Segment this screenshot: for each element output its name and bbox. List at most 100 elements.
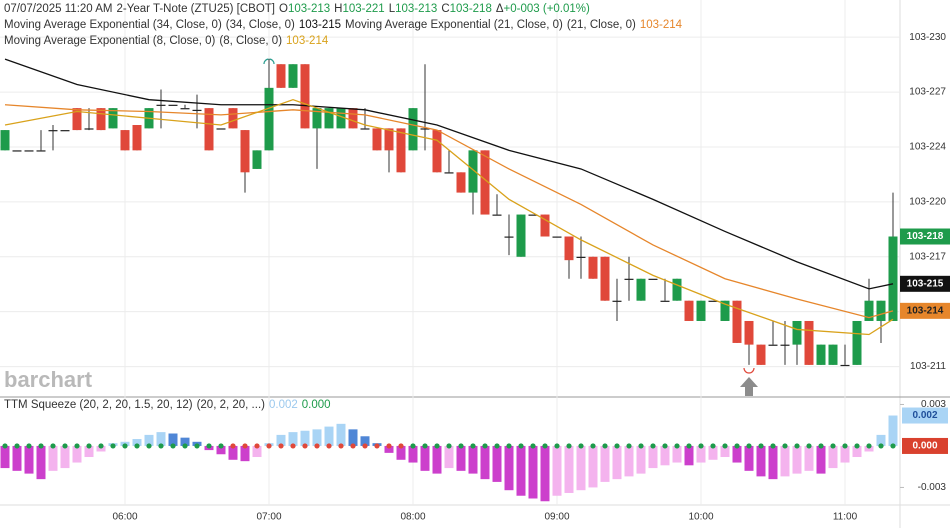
squeeze-dot bbox=[158, 443, 164, 449]
candle-body bbox=[60, 130, 70, 132]
y-tick-label: 103-220 bbox=[909, 197, 946, 208]
candle-body bbox=[324, 108, 334, 129]
indicator-label-box bbox=[902, 407, 948, 424]
ohlc-key: O bbox=[279, 3, 288, 15]
ma-line bbox=[4, 98, 894, 336]
candle-body bbox=[348, 108, 358, 129]
squeeze-dot bbox=[626, 443, 632, 449]
ohlc-key: C bbox=[441, 3, 450, 15]
candle-body bbox=[552, 236, 562, 238]
candle-body bbox=[588, 256, 598, 279]
momentum-bar bbox=[48, 445, 58, 471]
squeeze-dot bbox=[182, 443, 188, 449]
candle-body bbox=[372, 128, 382, 151]
candle-body bbox=[792, 320, 802, 345]
legend-params: (34, Close, 0) bbox=[225, 19, 295, 31]
squeeze-dot bbox=[2, 443, 8, 449]
squeeze-dot bbox=[854, 443, 860, 449]
candle-body bbox=[12, 150, 22, 152]
candle-body bbox=[744, 320, 754, 345]
squeeze-dot bbox=[878, 443, 884, 449]
squeeze-dot bbox=[698, 443, 704, 449]
momentum-bar bbox=[852, 445, 862, 458]
legend-params: (8, Close, 0) bbox=[219, 35, 283, 47]
momentum-bar bbox=[96, 445, 106, 452]
momentum-bar bbox=[756, 445, 766, 477]
squeeze-dot bbox=[254, 443, 260, 449]
squeeze-dot bbox=[518, 443, 524, 449]
squeeze-dot bbox=[530, 443, 536, 449]
squeeze-dot bbox=[482, 443, 488, 449]
price-label: 103-218 bbox=[907, 231, 944, 242]
chart-header: 07/07/2025 11:20 AM 2-Year T-Note (ZTU25)… bbox=[4, 1, 686, 49]
candle-body bbox=[24, 150, 34, 152]
squeeze-dot bbox=[578, 443, 584, 449]
momentum-bar bbox=[672, 445, 682, 463]
squeeze-dot bbox=[374, 443, 380, 449]
squeeze-dot bbox=[86, 443, 92, 449]
price-label: 103-214 bbox=[907, 305, 944, 316]
y-tick-label: 103-224 bbox=[909, 142, 946, 153]
candle-body bbox=[708, 300, 718, 302]
squeeze-dot bbox=[410, 443, 416, 449]
momentum-bar bbox=[720, 445, 730, 458]
squeeze-dot bbox=[278, 443, 284, 449]
candle-body bbox=[804, 320, 814, 365]
x-tick-label: 10:00 bbox=[688, 512, 713, 523]
indicator-label-box bbox=[902, 437, 948, 454]
momentum-bar bbox=[864, 445, 874, 452]
squeeze-dot bbox=[422, 443, 428, 449]
momentum-bar bbox=[132, 439, 142, 446]
legend-line: Moving Average Exponential (8, Close, 0)… bbox=[4, 33, 686, 49]
price-label-box bbox=[900, 228, 950, 245]
momentum-bar bbox=[732, 445, 742, 463]
squeeze-dot bbox=[446, 443, 452, 449]
candle-body bbox=[120, 130, 130, 151]
candle-body bbox=[156, 104, 166, 106]
candle-body bbox=[540, 214, 550, 237]
candle-body bbox=[192, 109, 202, 112]
x-tick-label: 11:00 bbox=[833, 512, 858, 523]
squeeze-dot bbox=[746, 443, 752, 449]
y-tick-label: 0.003 bbox=[921, 399, 946, 410]
squeeze-dot bbox=[386, 443, 392, 449]
indicator-momentum: 0.002 bbox=[268, 399, 298, 411]
momentum-bar bbox=[600, 445, 610, 482]
y-tick-label: 103-227 bbox=[909, 87, 946, 98]
candle-body bbox=[636, 278, 646, 301]
x-tick-label: 09:00 bbox=[544, 512, 569, 523]
candle-body bbox=[600, 256, 610, 301]
indicator-title: TTM Squeeze (20, 2, 20, 1.5, 20, 12) bbox=[4, 399, 193, 411]
momentum-bar bbox=[144, 434, 154, 446]
momentum-bar bbox=[516, 445, 526, 496]
momentum-bar bbox=[156, 432, 166, 446]
candle-body bbox=[420, 128, 430, 130]
candle-body bbox=[84, 128, 94, 130]
momentum-bar bbox=[888, 415, 898, 446]
squeeze-dot bbox=[206, 443, 212, 449]
squeeze-dot bbox=[494, 443, 500, 449]
candle-body bbox=[444, 172, 454, 174]
candle-body bbox=[852, 320, 862, 365]
candle-body bbox=[528, 214, 538, 216]
momentum-bar bbox=[696, 445, 706, 463]
candle-body bbox=[252, 150, 262, 169]
squeeze-dot bbox=[770, 443, 776, 449]
low-arrow bbox=[740, 377, 758, 396]
legend-value: 103-214 bbox=[639, 19, 683, 31]
candle-body bbox=[516, 214, 526, 257]
momentum-bar bbox=[60, 445, 70, 469]
candle-body bbox=[612, 300, 622, 302]
candle-body bbox=[816, 344, 826, 365]
momentum-bar bbox=[396, 445, 406, 460]
candle-body bbox=[48, 130, 58, 132]
low-marker bbox=[743, 367, 755, 374]
candle-body bbox=[828, 344, 838, 365]
legend-value: 103-215 bbox=[298, 19, 342, 31]
squeeze-dot bbox=[470, 443, 476, 449]
squeeze-dot bbox=[602, 443, 608, 449]
squeeze-dot bbox=[734, 443, 740, 449]
squeeze-dot bbox=[38, 443, 44, 449]
squeeze-dot bbox=[566, 443, 572, 449]
momentum-bar bbox=[432, 445, 442, 474]
